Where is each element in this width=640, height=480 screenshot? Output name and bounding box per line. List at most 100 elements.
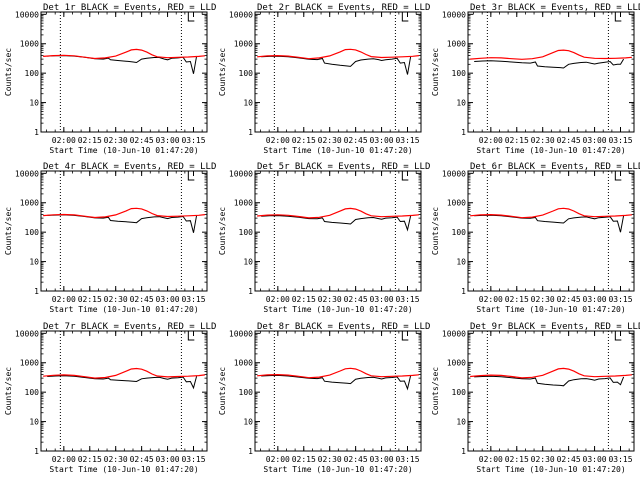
detector-panel-2: Det 2r BLACK = Events, RED = LLD 1 10 100 10… bbox=[218, 3, 430, 155]
series-line-events bbox=[261, 55, 412, 75]
series-line-events bbox=[47, 214, 198, 233]
x-tick-label: 02:00 bbox=[479, 136, 503, 145]
x-tick-label: 03:15 bbox=[181, 295, 205, 304]
series-line-lld bbox=[43, 367, 205, 379]
x-tick-label: 02:15 bbox=[292, 136, 316, 145]
x-tick-label: 02:00 bbox=[266, 136, 290, 145]
y-axis-label: Counts/sec bbox=[431, 48, 440, 96]
x-tick-label: 02:00 bbox=[266, 455, 290, 464]
y-tick-label: 10000 bbox=[442, 329, 466, 338]
flag-bracket bbox=[614, 12, 622, 22]
y-tick-label: 1000 bbox=[447, 359, 466, 368]
x-tick-label: 02:15 bbox=[505, 136, 529, 145]
y-tick-label: 1 bbox=[461, 287, 466, 296]
x-axis-label: Start Time (10-Jun-10 01:47:20) bbox=[476, 305, 625, 314]
y-tick-label: 10 bbox=[29, 99, 39, 108]
y-tick-label: 1 bbox=[248, 287, 253, 296]
flag-bracket bbox=[187, 171, 195, 181]
series-line-lld bbox=[257, 367, 419, 379]
plot-frame bbox=[40, 170, 208, 292]
y-tick-label: 10000 bbox=[15, 169, 39, 178]
x-tick-label: 03:15 bbox=[181, 136, 205, 145]
y-tick-label: 1000 bbox=[234, 359, 253, 368]
plot-frame bbox=[254, 330, 422, 452]
flag-bracket bbox=[187, 12, 195, 22]
y-tick-label: 100 bbox=[25, 388, 40, 397]
y-tick-label: 10 bbox=[243, 258, 253, 267]
x-tick-label: 02:30 bbox=[318, 136, 342, 145]
y-tick-label: 100 bbox=[452, 388, 467, 397]
series-line-events bbox=[47, 55, 198, 74]
y-tick-label: 1000 bbox=[447, 40, 466, 49]
y-tick-label: 1000 bbox=[20, 40, 39, 49]
panel-title: Det 9r BLACK = Events, RED = LLD bbox=[470, 322, 640, 332]
x-tick-label: 03:00 bbox=[156, 295, 180, 304]
x-tick-label: 03:00 bbox=[583, 455, 607, 464]
x-tick-label: 02:15 bbox=[505, 295, 529, 304]
x-tick-label: 02:00 bbox=[52, 136, 76, 145]
x-tick-label: 02:30 bbox=[531, 455, 555, 464]
plot-frame bbox=[40, 11, 208, 133]
x-tick-label: 02:15 bbox=[505, 455, 529, 464]
y-tick-label: 10000 bbox=[15, 329, 39, 338]
panel-title: Det 5r BLACK = Events, RED = LLD bbox=[257, 162, 430, 172]
x-tick-label: 03:00 bbox=[370, 136, 394, 145]
flag-bracket bbox=[187, 331, 195, 341]
panel-title: Det 6r BLACK = Events, RED = LLD bbox=[470, 162, 640, 172]
series-line-events bbox=[47, 375, 198, 390]
x-tick-label: 03:15 bbox=[608, 455, 632, 464]
y-tick-label: 10 bbox=[456, 99, 466, 108]
x-tick-label: 02:45 bbox=[130, 455, 154, 464]
x-tick-label: 03:15 bbox=[395, 136, 419, 145]
x-tick-label: 02:15 bbox=[78, 455, 102, 464]
y-axis-label: Counts/sec bbox=[431, 207, 440, 255]
detector-panel-7: Det 7r BLACK = Events, RED = LLD 1 10 100 10… bbox=[4, 322, 216, 474]
x-tick-label: 02:45 bbox=[130, 295, 154, 304]
x-tick-label: 03:00 bbox=[156, 136, 180, 145]
x-tick-label: 02:00 bbox=[479, 295, 503, 304]
y-tick-label: 1 bbox=[461, 128, 466, 137]
plot-frame bbox=[467, 330, 635, 452]
series-line-lld bbox=[470, 367, 632, 379]
x-axis-label: Start Time (10-Jun-10 01:47:20) bbox=[263, 465, 412, 474]
y-tick-label: 10000 bbox=[229, 329, 253, 338]
series-line-lld bbox=[43, 48, 205, 60]
x-tick-label: 03:00 bbox=[156, 455, 180, 464]
plot-frame bbox=[254, 11, 422, 133]
detector-panel-4: Det 4r BLACK = Events, RED = LLD 1 10 100 10… bbox=[4, 162, 216, 314]
x-tick-label: 02:30 bbox=[531, 136, 555, 145]
plot-frame bbox=[467, 11, 635, 133]
y-tick-label: 1000 bbox=[20, 359, 39, 368]
panel-title: Det 4r BLACK = Events, RED = LLD bbox=[43, 162, 216, 172]
series-line-events bbox=[474, 214, 625, 233]
y-tick-label: 10000 bbox=[442, 10, 466, 19]
flag-bracket bbox=[401, 12, 409, 22]
flag-bracket bbox=[401, 171, 409, 181]
x-tick-label: 03:00 bbox=[370, 295, 394, 304]
y-tick-label: 10000 bbox=[442, 169, 466, 178]
y-tick-label: 1 bbox=[461, 447, 466, 456]
detector-panel-3: Det 3r BLACK = Events, RED = LLD 1 10 100 10… bbox=[431, 3, 640, 155]
y-tick-label: 10000 bbox=[229, 169, 253, 178]
x-tick-label: 03:15 bbox=[608, 295, 632, 304]
series-line-lld bbox=[470, 49, 632, 60]
x-axis-label: Start Time (10-Jun-10 01:47:20) bbox=[49, 146, 198, 155]
x-tick-label: 02:45 bbox=[557, 295, 581, 304]
y-axis-label: Counts/sec bbox=[4, 207, 13, 255]
panel-title: Det 8r BLACK = Events, RED = LLD bbox=[257, 322, 430, 332]
y-tick-label: 1000 bbox=[234, 40, 253, 49]
x-axis-label: Start Time (10-Jun-10 01:47:20) bbox=[49, 305, 198, 314]
x-tick-label: 02:30 bbox=[104, 136, 128, 145]
x-axis-label: Start Time (10-Jun-10 01:47:20) bbox=[476, 146, 625, 155]
x-tick-label: 02:30 bbox=[104, 295, 128, 304]
y-tick-label: 100 bbox=[239, 228, 254, 237]
plot-frame bbox=[254, 170, 422, 292]
y-axis-label: Counts/sec bbox=[218, 48, 227, 96]
y-tick-label: 1 bbox=[248, 128, 253, 137]
detector-panel-9: Det 9r BLACK = Events, RED = LLD 1 10 100 10… bbox=[431, 322, 640, 474]
series-line-lld bbox=[257, 48, 419, 60]
x-tick-label: 02:15 bbox=[78, 295, 102, 304]
y-tick-label: 100 bbox=[239, 69, 254, 78]
panel-title: Det 2r BLACK = Events, RED = LLD bbox=[257, 3, 430, 13]
